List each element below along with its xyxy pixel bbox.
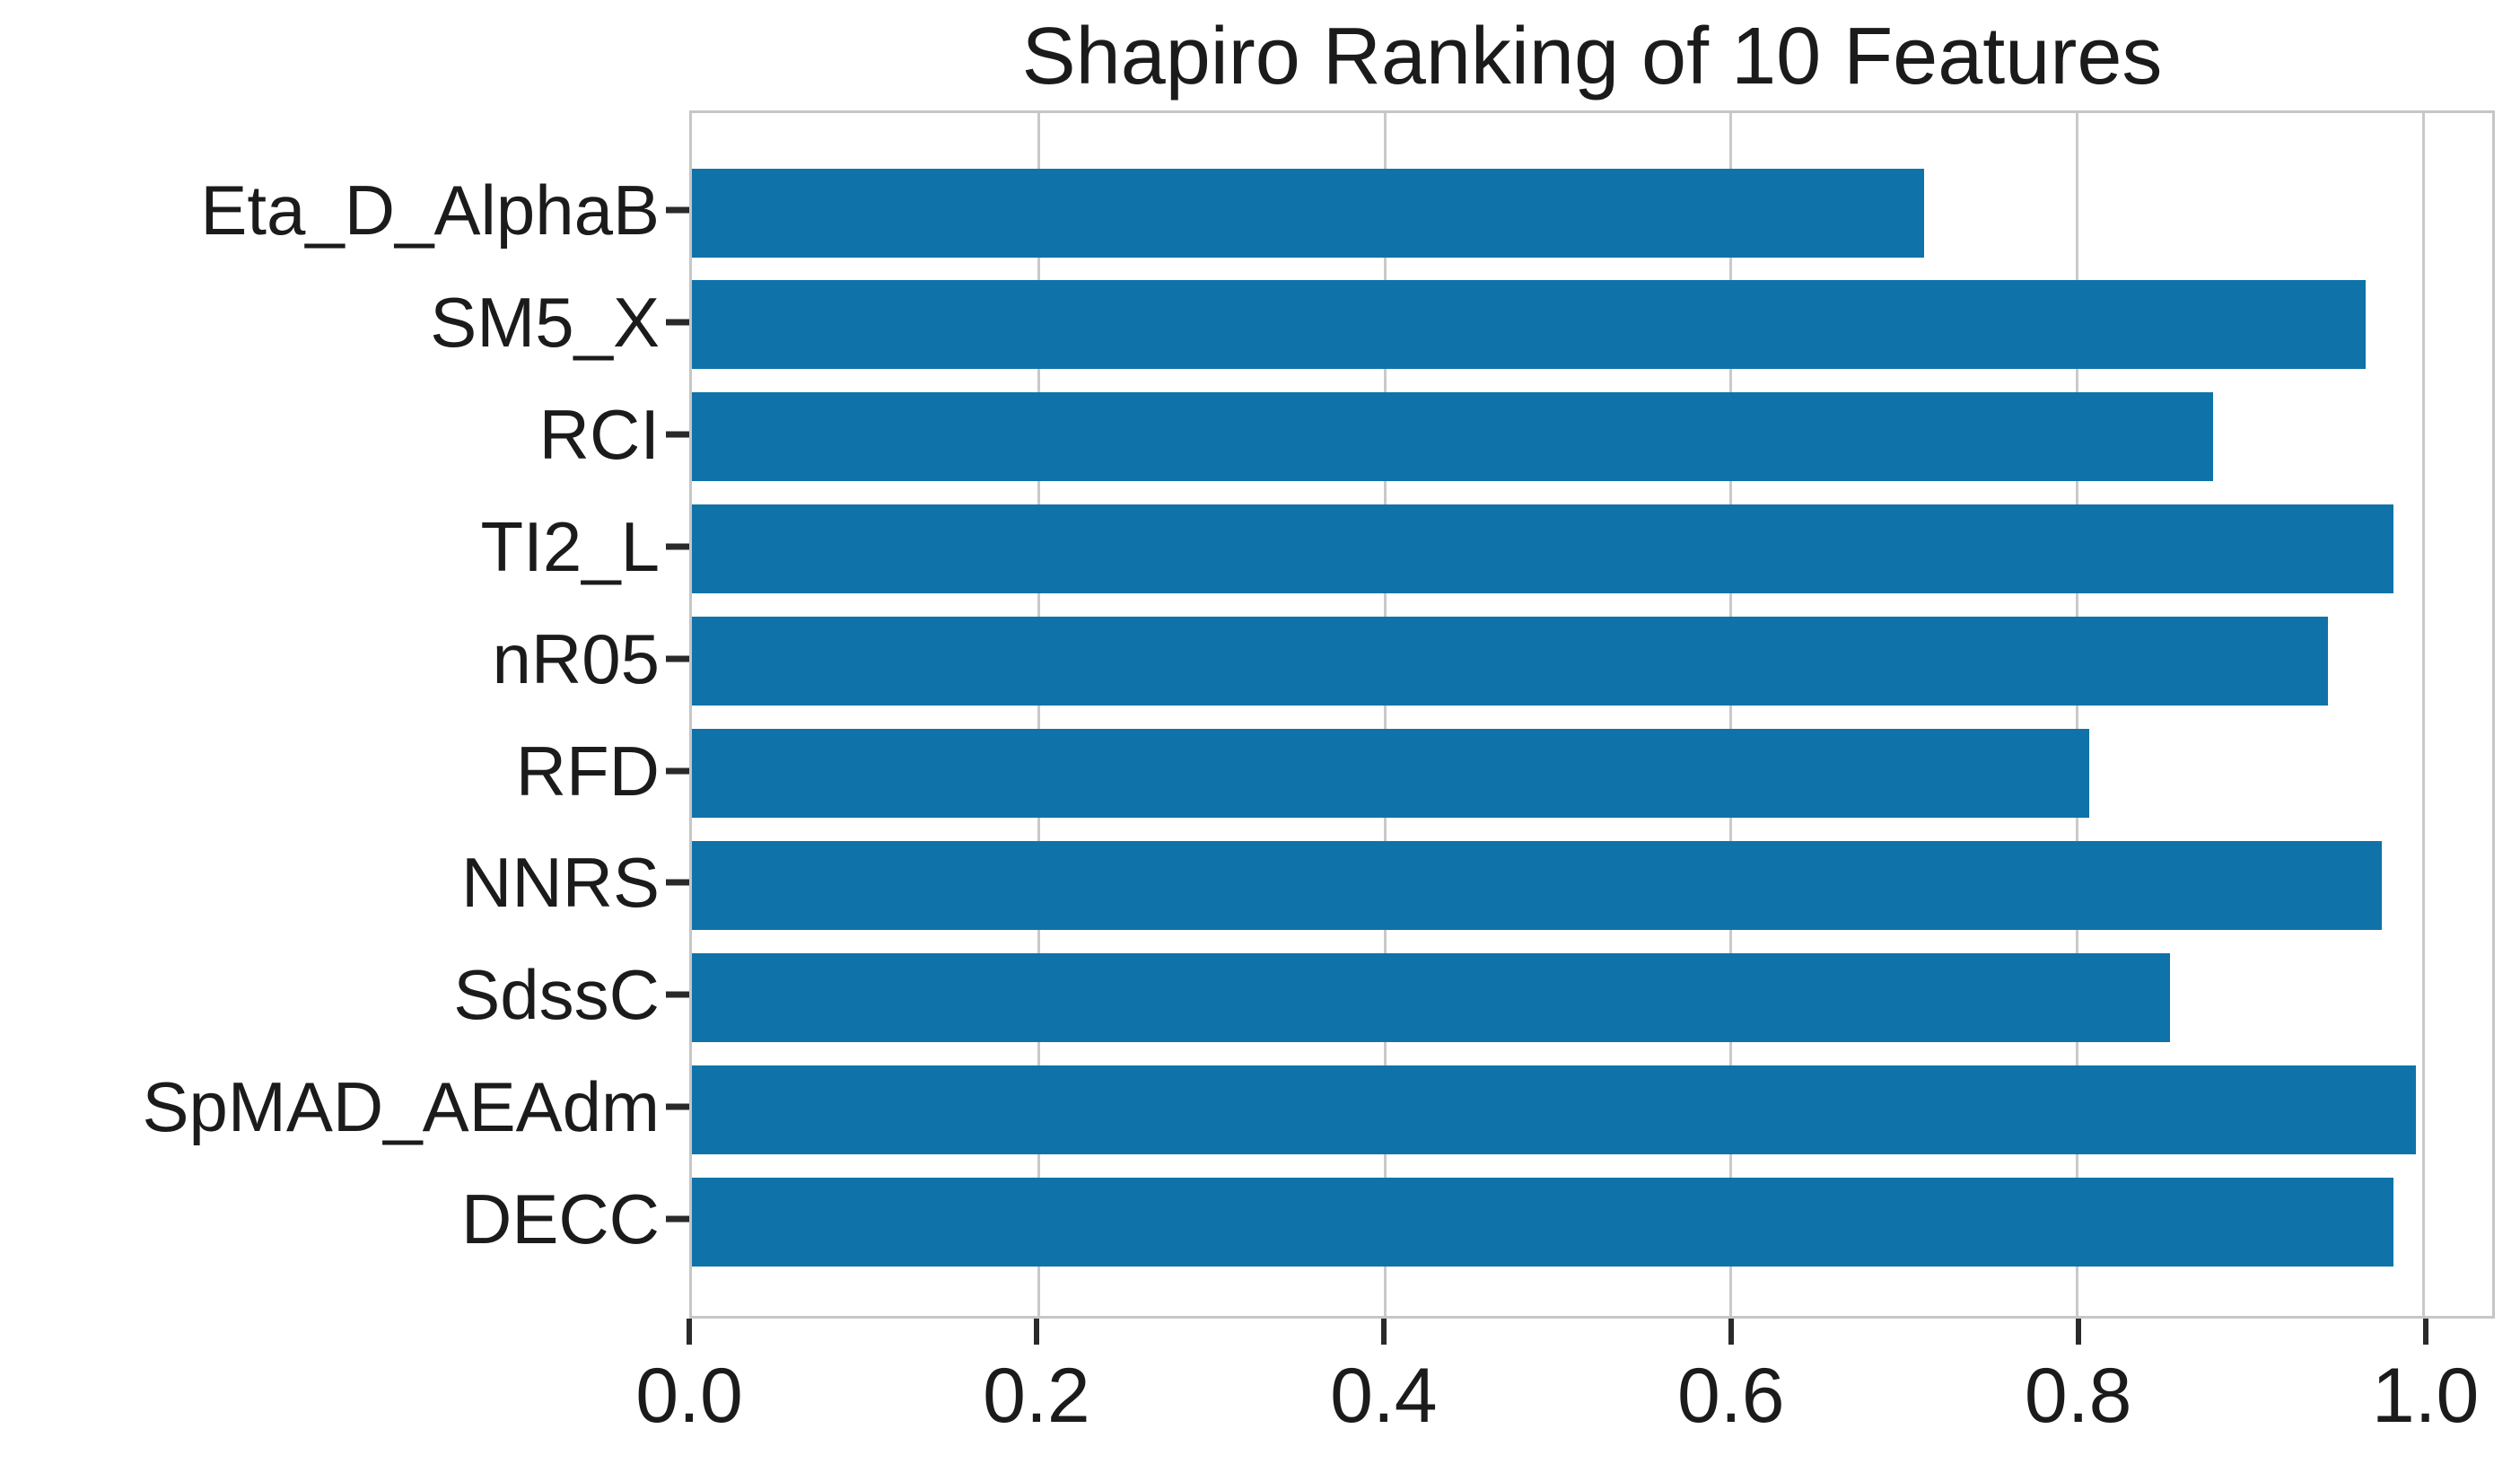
x-tick-label-0.8: 0.8 bbox=[2024, 1353, 2132, 1439]
x-tick-label-0.4: 0.4 bbox=[1330, 1353, 1438, 1439]
x-tick-mark-0.8 bbox=[2075, 1319, 2081, 1345]
x-tick-label-1.0: 1.0 bbox=[2371, 1353, 2480, 1439]
bar-DECC bbox=[692, 1177, 2394, 1267]
x-tick-label-0.6: 0.6 bbox=[1676, 1353, 1785, 1439]
gridline-x-0.4 bbox=[1383, 113, 1387, 1316]
y-tick-mark-Eta_D_AlphaB bbox=[666, 206, 689, 214]
gridline-x-1 bbox=[2421, 113, 2425, 1316]
bar-nR05 bbox=[692, 617, 2328, 706]
x-tick-mark-0.6 bbox=[1728, 1319, 1734, 1345]
y-tick-label-NNRS: NNRS bbox=[460, 843, 660, 923]
y-tick-mark-SdssC bbox=[666, 991, 689, 998]
chart-title: Shapiro Ranking of 10 Features bbox=[1021, 12, 2163, 101]
plot-area bbox=[689, 110, 2495, 1319]
y-tick-mark-RFD bbox=[666, 767, 689, 774]
x-tick-mark-0.4 bbox=[1380, 1319, 1387, 1345]
y-tick-label-Eta_D_AlphaB: Eta_D_AlphaB bbox=[200, 171, 660, 250]
x-tick-label-0.2: 0.2 bbox=[983, 1353, 1090, 1439]
gridline-x-0.6 bbox=[1729, 113, 1733, 1316]
bar-NNRS bbox=[692, 840, 2382, 930]
y-tick-mark-NNRS bbox=[666, 879, 689, 886]
y-tick-label-DECC: DECC bbox=[460, 1179, 660, 1259]
x-tick-mark-1.0 bbox=[2422, 1319, 2428, 1345]
y-tick-label-SpMAD_AEAdm: SpMAD_AEAdm bbox=[142, 1067, 660, 1147]
bar-SdssC bbox=[692, 952, 2171, 1042]
x-tick-mark-0.0 bbox=[687, 1319, 692, 1345]
bar-RCI bbox=[692, 392, 2214, 482]
y-tick-label-SM5_X: SM5_X bbox=[430, 282, 660, 362]
y-tick-label-RFD: RFD bbox=[515, 731, 660, 811]
y-tick-label-RCI: RCI bbox=[538, 394, 660, 474]
y-tick-mark-TI2_L bbox=[666, 543, 689, 550]
x-tick-label-0.0: 0.0 bbox=[635, 1353, 743, 1439]
y-tick-mark-SpMAD_AEAdm bbox=[666, 1103, 689, 1110]
gridline-x-0.8 bbox=[2076, 113, 2079, 1316]
y-tick-label-SdssC: SdssC bbox=[453, 955, 660, 1035]
bar-TI2_L bbox=[692, 504, 2394, 594]
gridline-x-0.2 bbox=[1037, 113, 1040, 1316]
y-tick-mark-DECC bbox=[666, 1215, 689, 1223]
bar-RFD bbox=[692, 729, 2089, 818]
y-tick-mark-RCI bbox=[666, 431, 689, 438]
y-tick-mark-SM5_X bbox=[666, 319, 689, 326]
y-tick-label-TI2_L: TI2_L bbox=[480, 506, 660, 586]
x-tick-mark-0.2 bbox=[1033, 1319, 1039, 1345]
bar-SM5_X bbox=[692, 280, 2367, 370]
y-tick-mark-nR05 bbox=[666, 655, 689, 662]
y-tick-label-nR05: nR05 bbox=[492, 618, 660, 698]
bar-SpMAD_AEAdm bbox=[692, 1065, 2417, 1154]
bar-Eta_D_AlphaB bbox=[692, 168, 1925, 258]
